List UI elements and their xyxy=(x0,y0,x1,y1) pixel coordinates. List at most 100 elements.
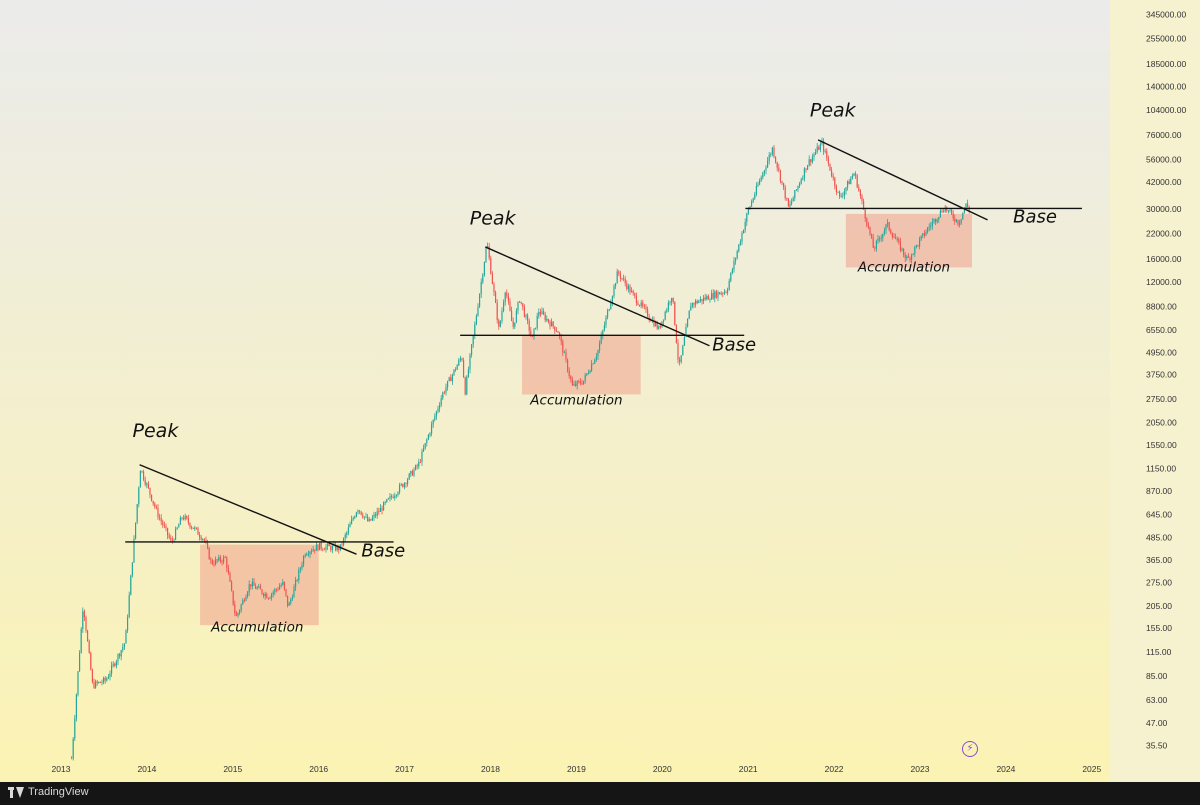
candle-body xyxy=(845,187,847,192)
candle-body xyxy=(944,207,946,212)
candle-body xyxy=(93,682,95,688)
candle-body xyxy=(934,219,937,222)
candle-body xyxy=(613,285,615,297)
candle-body xyxy=(706,296,708,300)
candle-body xyxy=(269,597,271,599)
candle-body xyxy=(893,236,895,238)
candle-body xyxy=(910,254,913,260)
x-tick-label: 2025 xyxy=(1082,764,1101,774)
candle-body xyxy=(157,507,159,518)
candle-body xyxy=(726,289,729,293)
candle-body xyxy=(760,177,762,181)
candle-body xyxy=(362,514,364,518)
candle-body xyxy=(870,234,873,238)
candle-body xyxy=(406,479,409,484)
candle-body xyxy=(573,383,575,386)
candle-body xyxy=(789,203,791,207)
candle-body xyxy=(715,291,717,298)
candle-body xyxy=(294,580,297,588)
candle-body xyxy=(738,244,740,252)
candle-body xyxy=(584,375,586,381)
candle-body xyxy=(835,186,837,192)
candle-body xyxy=(608,309,610,311)
candle-body xyxy=(602,330,604,336)
candle-body xyxy=(419,461,421,463)
candle-body xyxy=(138,487,140,505)
candle-body xyxy=(70,758,73,760)
candle-body xyxy=(187,518,189,524)
candle-body xyxy=(733,260,735,270)
candle-body xyxy=(581,383,583,385)
candle-body xyxy=(181,517,183,519)
candle-body xyxy=(442,392,444,399)
base-label: Base xyxy=(1013,206,1057,227)
candle-body xyxy=(576,381,578,386)
candle-body xyxy=(101,682,103,684)
candle-body xyxy=(622,278,625,280)
candle-body xyxy=(510,310,513,322)
candle-body xyxy=(74,718,76,739)
candle-body xyxy=(781,181,783,183)
candle-body xyxy=(446,380,449,388)
candle-body xyxy=(550,321,553,327)
candle-body xyxy=(597,350,599,357)
candle-body xyxy=(778,167,780,171)
candle-body xyxy=(757,184,759,186)
candle-body xyxy=(229,573,231,582)
candle-body xyxy=(605,317,607,326)
candle-body xyxy=(914,246,916,254)
candle-body xyxy=(598,343,601,351)
candle-body xyxy=(506,292,508,297)
candle-body xyxy=(514,322,516,327)
candle-body xyxy=(72,738,74,759)
candle-body xyxy=(899,241,901,251)
candle-body xyxy=(498,320,500,327)
candle-body xyxy=(866,218,868,226)
candle-body xyxy=(718,292,721,295)
candle-body xyxy=(912,253,914,255)
candle-body xyxy=(702,297,705,302)
candle-body xyxy=(694,300,697,305)
candle-body xyxy=(216,559,218,561)
candle-body xyxy=(546,319,548,321)
candle-body xyxy=(331,545,333,551)
lightning-icon[interactable]: ⚡ xyxy=(962,741,978,757)
candle-body xyxy=(528,320,530,331)
candle-body xyxy=(752,198,754,202)
candle-body xyxy=(360,511,362,515)
candle-body xyxy=(254,585,257,589)
candle-body xyxy=(765,167,767,171)
candle-body xyxy=(258,586,260,588)
candle-body xyxy=(810,159,812,163)
candle-body xyxy=(451,374,453,382)
candle-body xyxy=(875,240,877,249)
x-tick-label: 2016 xyxy=(309,764,328,774)
candle-body xyxy=(952,213,954,219)
candle-body xyxy=(656,322,658,329)
candle-body xyxy=(701,299,703,302)
candle-body xyxy=(674,301,676,325)
candle-body xyxy=(888,222,890,230)
candle-body xyxy=(384,501,386,503)
candle-body xyxy=(147,483,149,488)
candle-body xyxy=(91,669,93,683)
candle-body xyxy=(725,291,727,293)
candle-body xyxy=(466,376,468,395)
candle-body xyxy=(110,665,113,674)
candle-body xyxy=(627,285,629,290)
candle-body xyxy=(854,173,857,176)
candle-body xyxy=(248,584,250,593)
candle-body xyxy=(246,592,249,597)
candle-body xyxy=(410,471,412,474)
candle-body xyxy=(165,526,167,528)
candle-body xyxy=(414,465,417,470)
tradingview-logo[interactable]: TradingView xyxy=(8,786,89,798)
candle-body xyxy=(685,326,687,338)
candle-body xyxy=(954,218,956,222)
candle-body xyxy=(526,315,529,321)
candle-body xyxy=(677,342,679,360)
candle-body xyxy=(411,471,413,476)
candle-body xyxy=(82,611,84,629)
candle-body xyxy=(211,560,213,565)
price-chart[interactable]: Peak Peak Peak Base Base Base Accumulation Accu… xyxy=(0,0,1200,782)
